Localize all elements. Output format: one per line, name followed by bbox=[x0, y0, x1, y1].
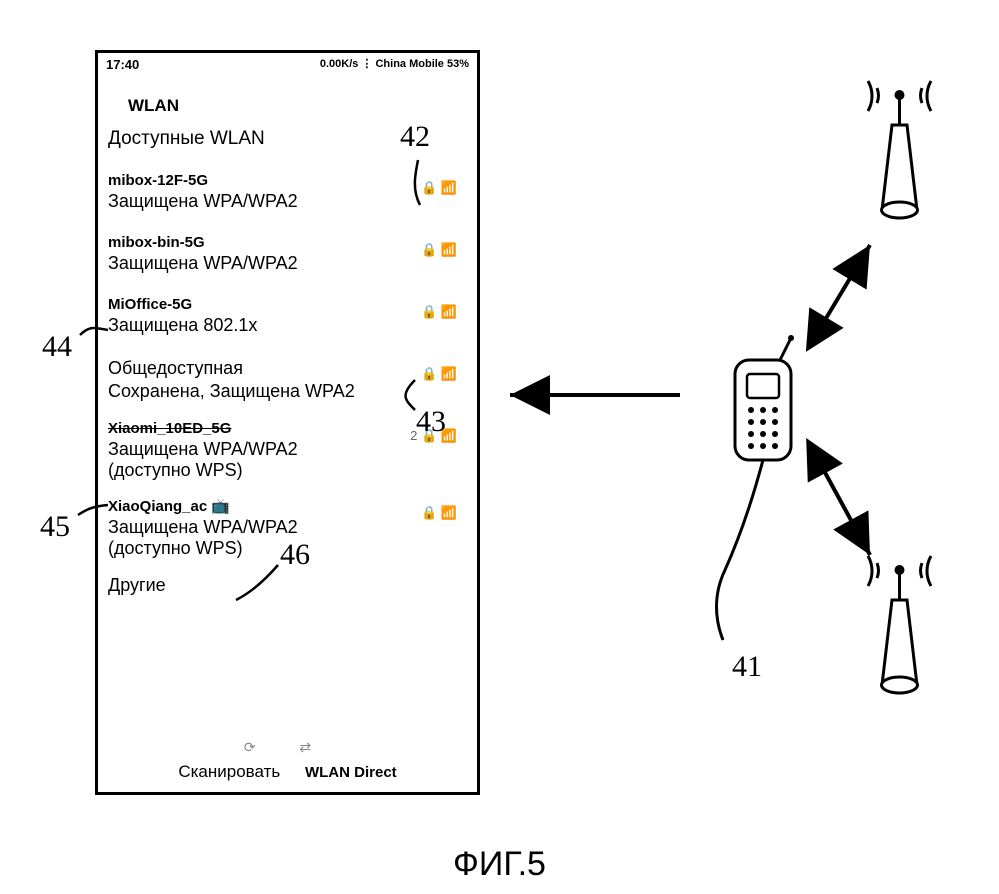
wifi-item[interactable]: mibox-bin-5G Защищена WPA/WPA2 🔒 📶 bbox=[108, 234, 467, 280]
wifi-signal-icon: 🔒 📶 bbox=[421, 366, 457, 382]
callout-42: 42 bbox=[400, 120, 430, 154]
wifi-security: Защищена WPA/WPA2 bbox=[108, 517, 467, 538]
wifi-security: Защищена 802.1x bbox=[108, 315, 467, 336]
wifi-ssid: XiaoQiang_ac 📺 bbox=[108, 497, 467, 515]
wifi-ssid: mibox-bin-5G bbox=[108, 234, 467, 251]
wifi-signal-icon: 🔒 📶 bbox=[421, 242, 457, 258]
wifi-item[interactable]: Другие bbox=[108, 575, 467, 621]
callout-43: 43 bbox=[416, 405, 446, 439]
scan-button[interactable]: Сканировать bbox=[178, 762, 280, 781]
wifi-signal-icon: 🔒 📶 bbox=[421, 180, 457, 196]
wlan-direct-button[interactable]: WLAN Direct bbox=[305, 764, 397, 781]
callout-41: 41 bbox=[732, 650, 762, 684]
wifi-signal-icon: 🔒 📶 bbox=[421, 304, 457, 320]
wifi-ssid: MiOffice-5G bbox=[108, 296, 467, 313]
wifi-item[interactable]: mibox-12F-5G Защищена WPA/WPA2 🔒 📶 bbox=[108, 172, 467, 218]
status-right: 0.00K/s ⋮ China Mobile 53% bbox=[320, 57, 469, 72]
status-bar: 17:40 0.00K/s ⋮ China Mobile 53% bbox=[98, 53, 477, 76]
wifi-ssid: Другие bbox=[108, 575, 467, 596]
wifi-ssid: mibox-12F-5G bbox=[108, 172, 467, 189]
wlan-title: WLAN bbox=[128, 96, 467, 116]
bottom-bar: ⟳ ⇄ Сканировать WLAN Direct bbox=[98, 739, 477, 782]
status-time: 17:40 bbox=[106, 57, 139, 72]
callout-46: 46 bbox=[280, 538, 310, 572]
wifi-ssid: Общедоступная bbox=[108, 358, 467, 379]
callout-45: 45 bbox=[40, 510, 70, 544]
tv-icon: 📺 bbox=[211, 498, 230, 515]
wifi-item[interactable]: MiOffice-5G Защищена 802.1x 🔒 📶 bbox=[108, 296, 467, 342]
wifi-ssid-text: XiaoQiang_ac bbox=[108, 498, 207, 515]
wifi-signal-icon: 🔒 📶 bbox=[421, 505, 457, 521]
wifi-security: Сохранена, Защищена WPA2 bbox=[108, 381, 467, 402]
bottom-icons: ⟳ ⇄ bbox=[98, 739, 477, 756]
wifi-item[interactable]: Xiaomi_10ED_5G Защищена WPA/WPA2 (доступ… bbox=[108, 420, 467, 481]
wifi-security: Защищена WPA/WPA2 bbox=[108, 191, 467, 212]
wifi-extra: (доступно WPS) bbox=[108, 460, 467, 481]
bottom-labels: Сканировать WLAN Direct bbox=[98, 762, 477, 782]
wifi-item[interactable]: Общедоступная Сохранена, Защищена WPA2 🔒… bbox=[108, 358, 467, 404]
callout-44: 44 bbox=[42, 330, 72, 364]
figure-caption: ФИГ.5 bbox=[0, 845, 999, 884]
wifi-security: Защищена WPA/WPA2 bbox=[108, 253, 467, 274]
